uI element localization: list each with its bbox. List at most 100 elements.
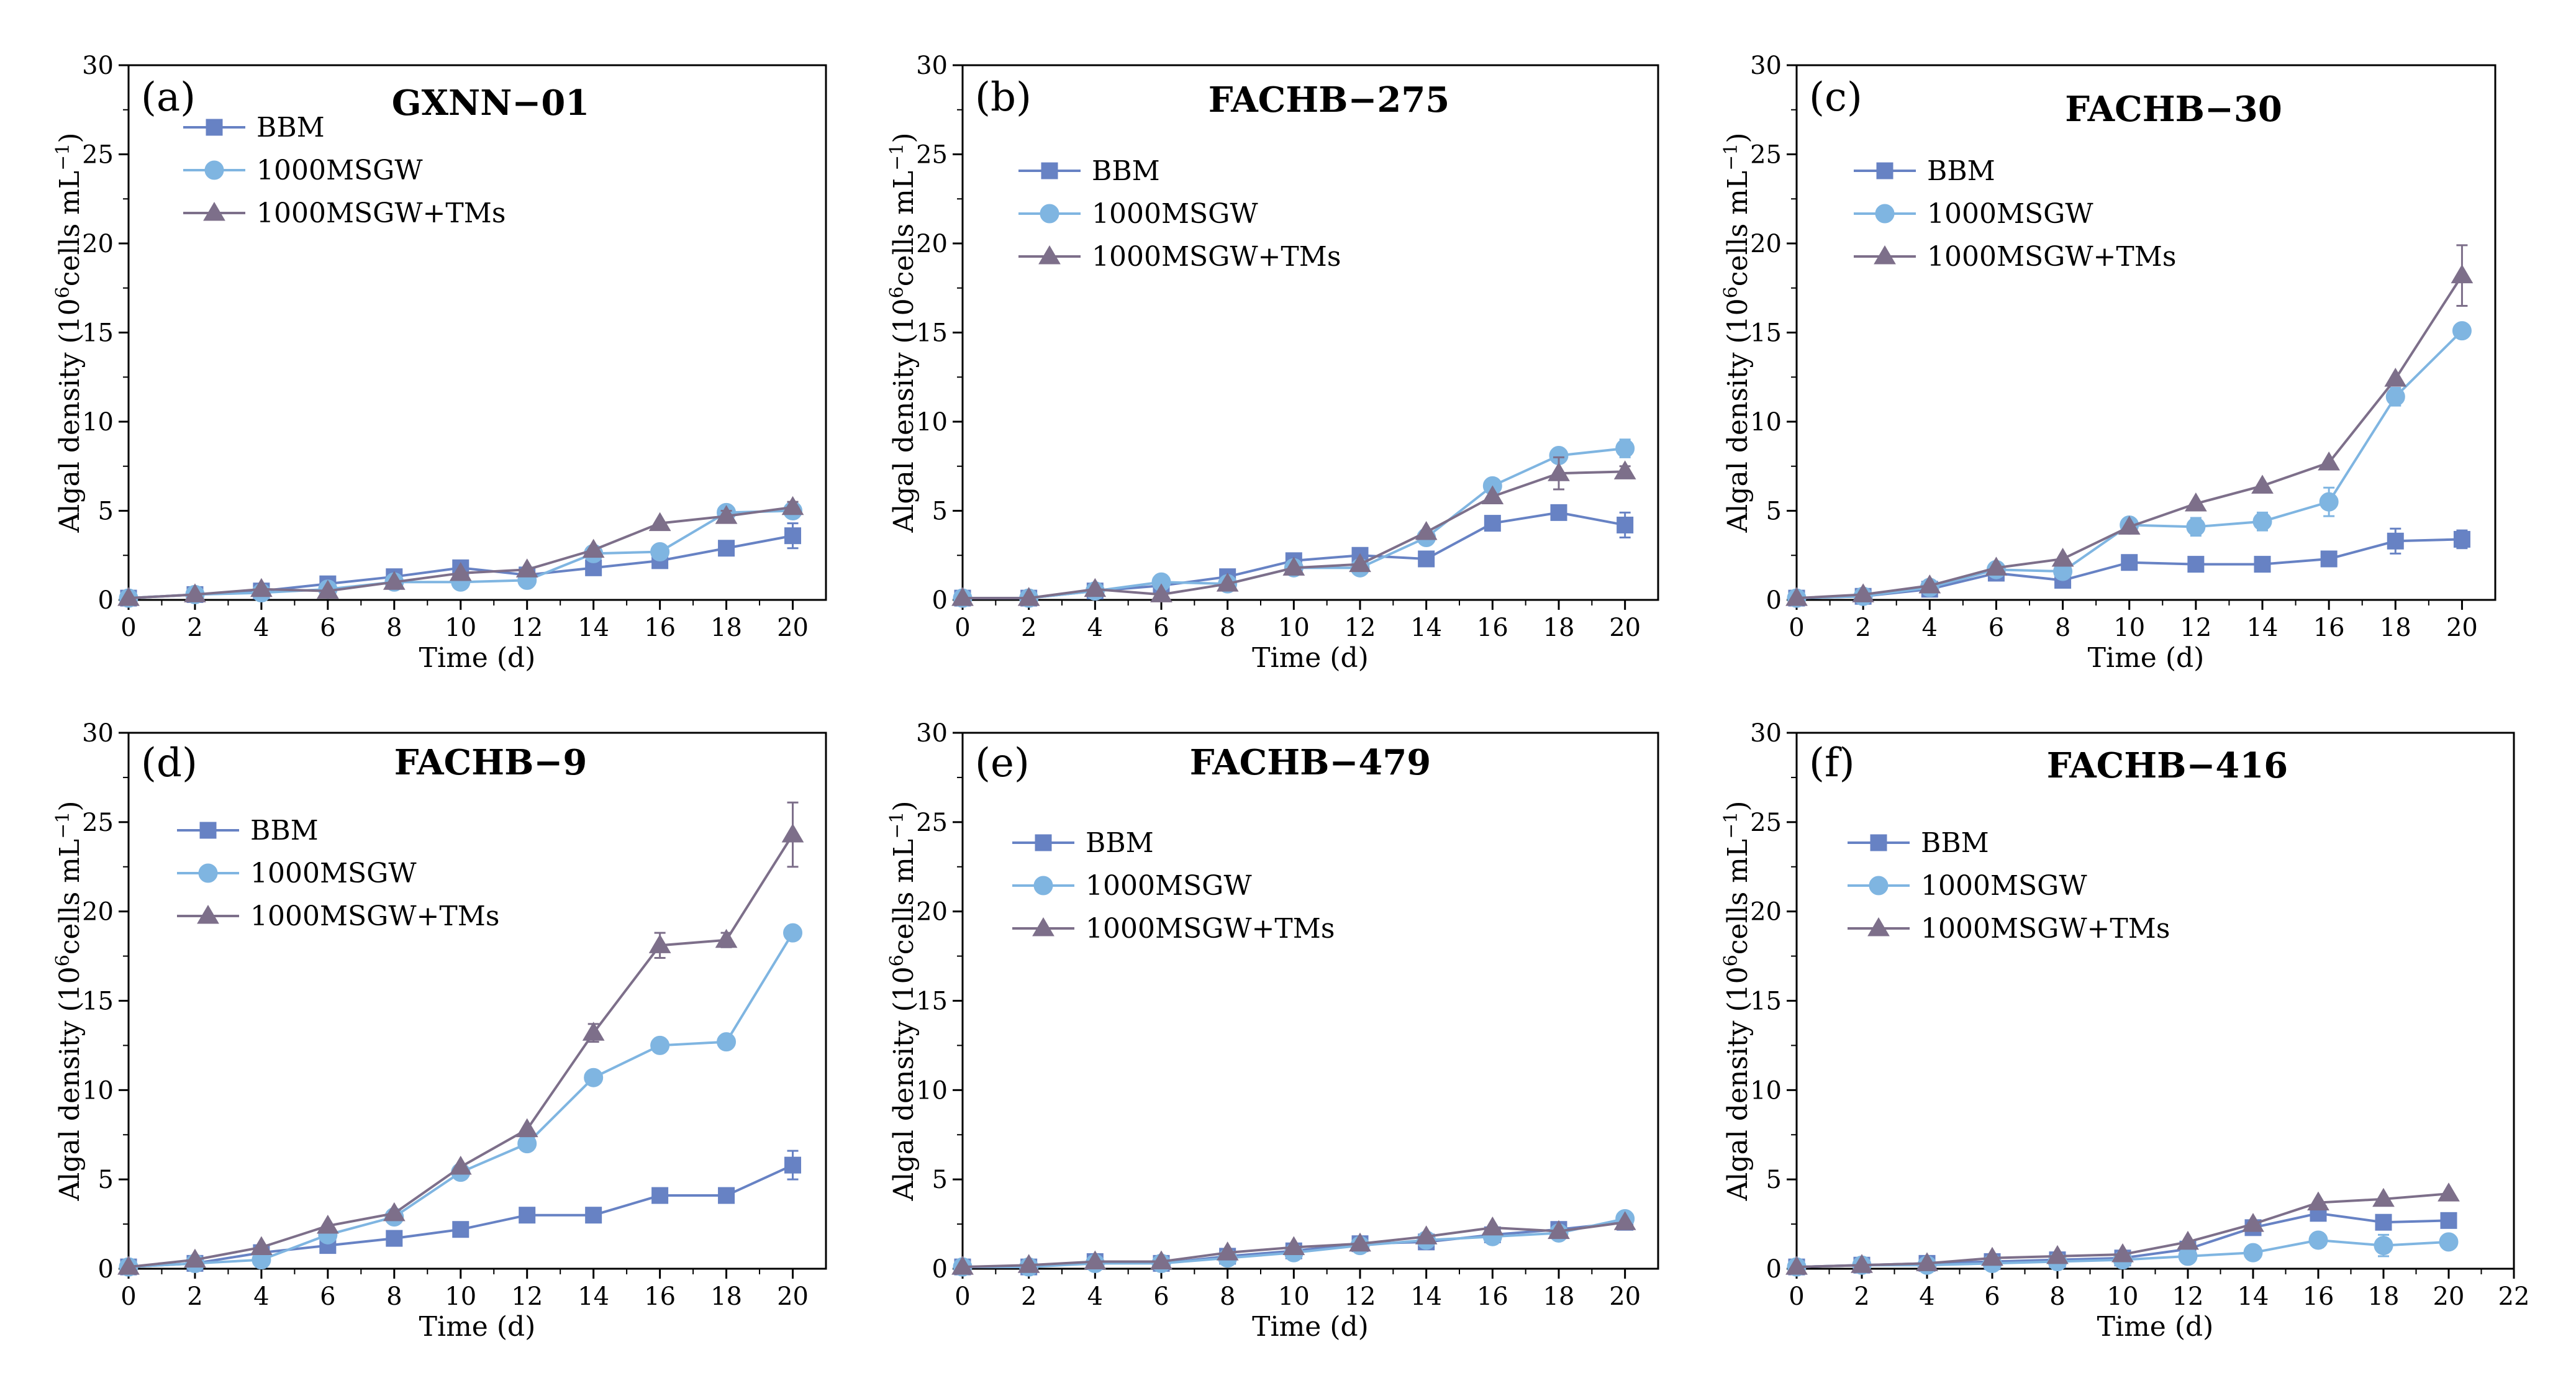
y-tick-label: 5 <box>932 497 948 526</box>
legend-marker <box>1867 917 1890 936</box>
data-point <box>2451 264 2474 284</box>
data-point <box>519 1207 536 1224</box>
y-axis-title-part: 6 <box>1720 954 1742 966</box>
y-axis-title-part: Algal density (10 <box>1722 966 1754 1201</box>
legend-label: 1000MSGW+TMs <box>256 197 506 229</box>
x-tick-label: 2 <box>187 614 202 642</box>
x-tick-label: 4 <box>1922 614 1938 642</box>
data-point <box>1851 1254 1873 1273</box>
y-axis-title-part: ) <box>888 132 920 143</box>
panel-title: GXNN−01 <box>392 83 590 124</box>
data-point <box>2375 1213 2392 1231</box>
data-point <box>718 1187 735 1204</box>
panel-title: FACHB−479 <box>1190 742 1431 783</box>
y-axis-title: Algal density (106cells mL−1) <box>886 132 920 533</box>
x-tick-label: 14 <box>2247 614 2279 642</box>
data-point <box>2251 474 2274 494</box>
data-point <box>250 1236 273 1255</box>
y-axis-title: Algal density (106cells mL−1) <box>52 800 86 1201</box>
data-point <box>718 540 735 557</box>
x-axis-title: Time (d) <box>2097 1311 2214 1343</box>
legend-marker <box>1875 204 1895 224</box>
x-axis-title: Time (d) <box>1252 1311 1369 1343</box>
data-point <box>316 1214 339 1234</box>
x-tick-label: 22 <box>2498 1282 2530 1311</box>
x-tick-label: 6 <box>1153 614 1169 642</box>
x-tick-label: 4 <box>253 1282 269 1311</box>
x-tick-label: 14 <box>2238 1282 2269 1311</box>
series-1000msgw-tms <box>951 1211 1636 1275</box>
data-point <box>783 923 803 943</box>
data-point <box>1484 515 1501 532</box>
panel-title: FACHB−9 <box>394 742 587 783</box>
y-tick-label: 5 <box>98 497 114 526</box>
series-1000msgw <box>953 438 1635 608</box>
x-tick-label: 14 <box>1410 614 1442 642</box>
y-axis-title-part: cells mL <box>888 839 920 954</box>
x-tick-label: 6 <box>320 614 335 642</box>
panel-tag: (c) <box>1809 75 1862 120</box>
data-point <box>781 496 804 515</box>
data-point <box>1084 578 1107 597</box>
data-point <box>2046 1245 2069 1264</box>
y-tick-label: 10 <box>916 1076 948 1105</box>
y-tick-label: 20 <box>82 230 114 258</box>
legend-label: 1000MSGW <box>250 858 417 889</box>
data-point <box>2384 368 2407 387</box>
y-tick-label: 10 <box>916 408 948 437</box>
x-tick-label: 20 <box>2446 614 2478 642</box>
y-tick-label: 0 <box>98 1255 114 1284</box>
data-point <box>1617 516 1634 533</box>
panel-title: FACHB−416 <box>2047 745 2288 786</box>
data-point <box>1548 1220 1570 1240</box>
legend-label: 1000MSGW <box>1927 198 2093 230</box>
legend-marker <box>1870 834 1887 851</box>
x-tick-label: 18 <box>1543 614 1575 642</box>
data-point <box>2372 1187 2395 1207</box>
data-point <box>2118 515 2141 535</box>
y-tick-label: 0 <box>932 1255 948 1284</box>
x-tick-label: 8 <box>386 1282 402 1311</box>
legend-marker <box>1033 876 1053 896</box>
y-tick-label: 5 <box>932 1166 948 1194</box>
legend-entry: 1000MSGW <box>177 858 417 889</box>
x-tick-label: 20 <box>777 614 809 642</box>
data-point <box>951 1256 974 1275</box>
y-tick-label: 15 <box>82 319 114 348</box>
x-tick-label: 16 <box>2313 614 2345 642</box>
panel-tag: (f) <box>1809 740 1855 786</box>
legend-label: 1000MSGW <box>1092 198 1258 230</box>
data-point <box>1918 574 1941 594</box>
x-tick-label: 16 <box>1477 1282 1508 1311</box>
y-tick-label: 15 <box>82 987 114 1016</box>
y-tick-label: 10 <box>82 1076 114 1105</box>
y-tick-label: 30 <box>82 719 114 748</box>
y-tick-label: 20 <box>1750 230 1782 258</box>
legend-entry: 1000MSGW+TMs <box>177 900 499 932</box>
y-tick-label: 30 <box>82 52 114 80</box>
data-point <box>2254 556 2271 573</box>
x-tick-label: 12 <box>2172 1282 2204 1311</box>
x-tick-label: 10 <box>445 1282 476 1311</box>
y-tick-label: 5 <box>1766 497 1782 526</box>
data-point <box>2243 1243 2263 1263</box>
data-point <box>1613 460 1636 479</box>
x-tick-label: 2 <box>1021 614 1036 642</box>
panel-tag: (d) <box>141 740 197 786</box>
data-point <box>2187 556 2205 573</box>
x-tick-label: 10 <box>1278 1282 1310 1311</box>
x-tick-label: 4 <box>1919 1282 1934 1311</box>
y-axis-title-part: Algal density (10 <box>54 966 86 1201</box>
data-point <box>1150 1250 1172 1269</box>
y-tick-label: 20 <box>916 898 948 927</box>
data-point <box>1481 1216 1504 1236</box>
plot-frame <box>961 732 1659 1270</box>
data-point <box>1349 553 1371 573</box>
data-point <box>582 1022 605 1041</box>
data-point <box>316 579 339 599</box>
y-tick-label: 25 <box>1750 141 1782 170</box>
data-point <box>1550 504 1567 521</box>
data-point <box>648 934 671 953</box>
data-point <box>1418 550 1435 568</box>
